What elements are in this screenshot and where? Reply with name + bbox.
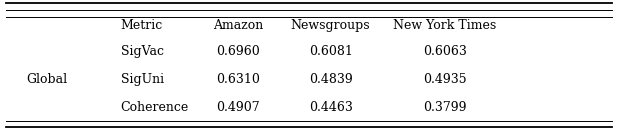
Text: 0.4907: 0.4907 [216, 101, 260, 114]
Text: 0.6081: 0.6081 [309, 45, 352, 58]
Text: Metric: Metric [121, 19, 163, 32]
Text: 0.6063: 0.6063 [423, 45, 467, 58]
Text: SigVac: SigVac [121, 45, 164, 58]
Text: 0.6310: 0.6310 [216, 73, 260, 86]
Text: 0.4839: 0.4839 [309, 73, 352, 86]
Text: Coherence: Coherence [121, 101, 188, 114]
Text: 0.3799: 0.3799 [423, 101, 467, 114]
Text: SigUni: SigUni [121, 73, 164, 86]
Text: 0.4463: 0.4463 [309, 101, 352, 114]
Text: Newsgroups: Newsgroups [291, 19, 370, 32]
Text: Global: Global [26, 73, 67, 86]
Text: 0.4935: 0.4935 [423, 73, 467, 86]
Text: Amazon: Amazon [213, 19, 263, 32]
Text: 0.6960: 0.6960 [216, 45, 260, 58]
Text: New York Times: New York Times [393, 19, 497, 32]
